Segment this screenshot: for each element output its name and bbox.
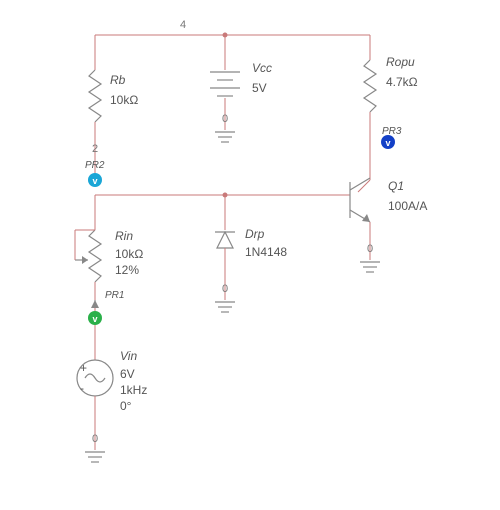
vcc-battery	[210, 72, 240, 96]
node-vin-bot: 0	[92, 433, 98, 445]
gnd-vin	[85, 452, 105, 462]
rin-pct: 12%	[115, 263, 139, 277]
q1-transistor	[345, 178, 370, 222]
rb-value: 10kΩ	[110, 93, 138, 107]
node-2: 2	[92, 143, 98, 155]
rin-name: Rin	[115, 229, 133, 243]
svg-text:v: v	[385, 138, 390, 148]
node-drp-bot: 0	[222, 283, 228, 295]
rin-pot	[75, 230, 101, 282]
node-top: 4	[180, 19, 186, 31]
vin-name: Vin	[120, 349, 137, 363]
node-vcc-bot: 0	[222, 113, 228, 125]
gnd-vcc	[215, 132, 235, 142]
pr1-label: PR1	[105, 290, 124, 301]
vin-f: 1kHz	[120, 383, 147, 397]
vin-ph: 0°	[120, 399, 132, 413]
q1-name: Q1	[388, 179, 404, 193]
ropu-name: Ropu	[386, 55, 415, 69]
svg-text:-: -	[80, 381, 84, 395]
svg-text:+: +	[80, 361, 87, 375]
vcc-value: 5V	[252, 81, 267, 95]
rin-value: 10kΩ	[115, 247, 143, 261]
q1-value: 100A/A	[388, 199, 427, 213]
vin-v: 6V	[120, 367, 135, 381]
pr3-label: PR3	[382, 126, 402, 137]
rb-resistor	[89, 70, 101, 122]
node-q-emit: 0	[367, 243, 373, 255]
pr1-probe-icon: v	[88, 300, 102, 325]
ropu-value: 4.7kΩ	[386, 75, 418, 89]
ropu-resistor	[364, 60, 376, 112]
vin-source: + -	[77, 360, 113, 396]
pr3-probe-icon: v	[381, 135, 395, 149]
vcc-name: Vcc	[252, 61, 272, 75]
svg-text:v: v	[92, 176, 97, 186]
drp-value: 1N4148	[245, 245, 287, 259]
rb-name: Rb	[110, 73, 126, 87]
svg-text:v: v	[92, 314, 97, 324]
pr2-label: PR2	[85, 160, 105, 171]
gnd-q1	[360, 262, 380, 272]
pr2-probe-icon: v	[88, 173, 102, 187]
drp-diode	[215, 232, 235, 248]
gnd-drp	[215, 302, 235, 312]
drp-name: Drp	[245, 227, 265, 241]
